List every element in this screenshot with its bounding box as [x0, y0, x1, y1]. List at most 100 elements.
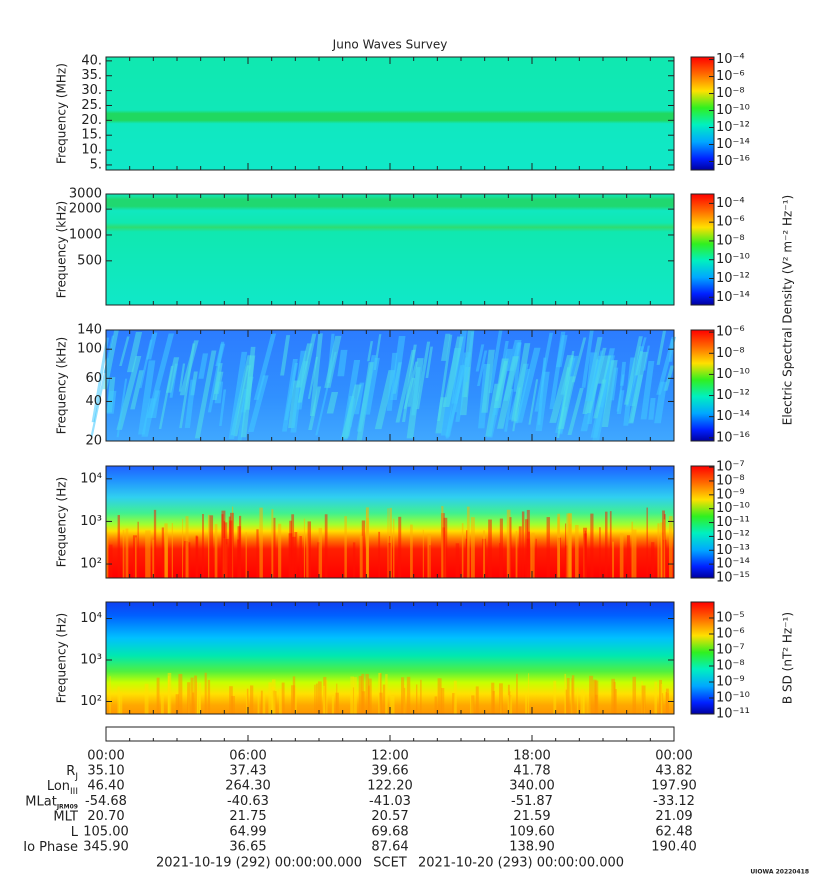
colorbar: [690, 193, 715, 306]
spectrogram-streak: [481, 349, 495, 413]
spectrogram-streak: [557, 517, 560, 578]
spectrogram-streak: [194, 350, 217, 439]
spectrogram-streak: [564, 673, 567, 714]
spectrogram-streak: [150, 390, 161, 418]
spectrogram-streak: [569, 523, 572, 578]
spectrogram-streak: [190, 677, 194, 714]
chart-title: Juno Waves Survey: [332, 38, 448, 52]
spectrogram-streak: [646, 507, 648, 578]
spectrogram-streak: [380, 673, 382, 714]
spectrogram-streak: [207, 514, 210, 578]
spectrogram-streak: [422, 529, 424, 578]
spectrogram-streak: [90, 358, 110, 437]
spectrogram-streak: [612, 541, 615, 578]
spectrogram-streak: [278, 523, 282, 578]
spectrogram-streak: [624, 336, 643, 405]
spectrogram-streak: [178, 363, 186, 392]
spectrogram-streak: [262, 693, 266, 714]
spectrogram-streak: [102, 330, 119, 390]
spectrogram-streak: [228, 516, 231, 578]
spectrogram-streak: [337, 349, 348, 377]
spectrogram-streak: [614, 689, 617, 714]
spectrogram-streak: [303, 518, 306, 578]
spectrogram-streak: [284, 363, 299, 421]
row-value: 20.57: [371, 809, 408, 824]
spectrogram-streak: [590, 513, 594, 578]
spectrogram-streak: [349, 398, 356, 428]
spectrogram-streak: [609, 367, 619, 401]
spectrogram-streak: [593, 379, 607, 419]
y-tick-label: 20.: [81, 113, 102, 128]
y-tick-label: 60: [85, 371, 102, 386]
spectrogram-streak: [179, 340, 199, 396]
colorbar-tick-label: 10⁻¹⁴: [716, 290, 750, 305]
spectrogram-streak: [309, 333, 323, 416]
colorbar-tick-label: 10⁻¹²: [716, 388, 750, 403]
spectrogram-streak: [599, 527, 601, 578]
row-label-subscript: JRM09: [56, 803, 78, 810]
spectrogram-streak: [631, 521, 634, 578]
spectrogram-streak: [314, 684, 316, 714]
row-value: 46.40: [87, 779, 124, 794]
spectrogram-streak: [488, 330, 503, 394]
spectrogram-streak: [566, 677, 570, 714]
spectrogram-streak: [586, 694, 588, 714]
spectrogram-streak: [553, 680, 557, 714]
spectrogram-streak: [352, 542, 356, 578]
spectrogram-streak: [257, 691, 260, 714]
spectrogram-streak: [336, 683, 338, 714]
spectrogram-streak: [506, 509, 511, 578]
y-tick-label: 3000: [69, 187, 102, 202]
spectrogram-streak: [403, 687, 406, 714]
spectrogram-streak: [437, 678, 442, 714]
time-label: 18:00: [513, 749, 550, 764]
spectrogram-streak: [585, 352, 598, 401]
spectrogram-streak: [116, 356, 142, 430]
spectrogram-streak: [393, 518, 395, 578]
spectrogram-streak: [185, 516, 189, 578]
y-tick-label: 5.: [90, 157, 102, 172]
colorbar-tick-label: 10⁻¹⁰: [716, 501, 750, 516]
y-tick-label: 15.: [81, 128, 102, 143]
spectrogram-streak: [571, 678, 573, 714]
colorbar-tick-label: 10⁻¹¹: [716, 707, 750, 722]
colorbar-tick-label: 10⁻⁹: [716, 675, 745, 690]
spectrogram-streak: [443, 517, 448, 578]
spectrogram-streak: [452, 693, 456, 714]
spectrogram-streak: [499, 683, 503, 714]
y-axis-label: Frequency (kHz): [55, 337, 69, 434]
y-tick-label: 35.: [81, 68, 102, 83]
colorbar-tick-label: 10⁻⁹: [716, 487, 745, 502]
spectrogram-streak: [382, 684, 386, 714]
spectrogram-streak: [477, 350, 488, 387]
spectrogram-streak: [289, 520, 292, 578]
row-value: 345.90: [83, 840, 129, 855]
spectrogram-streak: [297, 333, 317, 403]
spectrogram-streak: [571, 675, 575, 714]
colorbar-tick-label: 10⁻¹⁰: [716, 691, 750, 706]
spectrogram-streak: [666, 688, 669, 714]
scet-start: 2021-10-19 (292) 00:00:00.000: [156, 856, 362, 871]
spectrogram-streak: [513, 342, 522, 392]
spectrogram-streak: [322, 685, 325, 714]
spectrogram-streak: [566, 513, 571, 578]
spectrogram-streak: [434, 696, 438, 714]
spectrogram-streak: [122, 529, 125, 578]
spectrogram-streak: [204, 672, 207, 714]
row-value: 105.00: [83, 824, 129, 839]
row-value: -41.03: [369, 794, 411, 809]
spectrogram-streak: [106, 390, 117, 414]
colorbar-tick-label: 10⁻⁸: [716, 473, 745, 488]
spectrogram-streak: [668, 516, 673, 578]
spectrogram-streak: [229, 686, 233, 714]
row-value: 39.66: [371, 764, 408, 779]
y-axis-label: Frequency (MHz): [55, 63, 69, 164]
spectrogram-streak: [516, 673, 518, 714]
spectrogram-streak: [117, 515, 120, 578]
spectrogram-streak: [558, 536, 560, 578]
spectrogram-streak: [385, 674, 388, 714]
spectrogram-streak: [130, 370, 144, 410]
y-tick-label: 2000: [69, 202, 102, 217]
spectrogram-streak: [565, 523, 567, 578]
spectrogram-streak: [420, 679, 422, 714]
